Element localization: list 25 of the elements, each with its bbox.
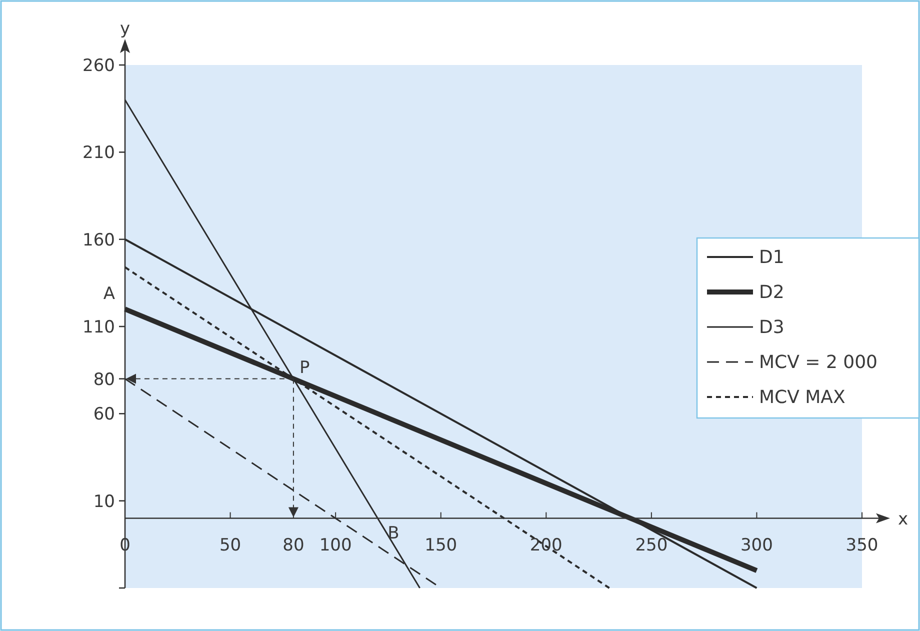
annotation: A [103, 284, 116, 304]
x-tick-label: 150 [424, 535, 458, 556]
x-axis-title: x [898, 509, 908, 530]
x-tick-label: 300 [740, 535, 773, 556]
x-tick-label: 80 [282, 535, 304, 556]
legend-label: D1 [759, 247, 784, 268]
legend-label: D3 [759, 317, 784, 338]
x-tick-label: 250 [635, 535, 668, 556]
legend-label: MCV MAX [759, 387, 846, 408]
y-tick-label: 10 [93, 492, 115, 512]
y-tick-label: 210 [82, 143, 115, 164]
x-tick-label: 100 [319, 535, 352, 556]
annotation: B [388, 523, 400, 544]
legend-label: MCV = 2 000 [759, 352, 878, 373]
y-tick-label: 160 [82, 230, 115, 250]
y-axis-title: y [120, 19, 130, 39]
annotation: P [299, 358, 310, 378]
x-tick-label: 350 [846, 535, 878, 556]
y-tick-label: 60 [93, 404, 115, 425]
y-tick-label: 260 [82, 56, 115, 76]
x-tick-label: 50 [219, 535, 242, 556]
legend-label: D2 [759, 282, 784, 303]
y-tick-label: 110 [82, 318, 115, 338]
y-tick-label: 80 [93, 370, 115, 390]
x-tick-label: 200 [530, 535, 562, 556]
